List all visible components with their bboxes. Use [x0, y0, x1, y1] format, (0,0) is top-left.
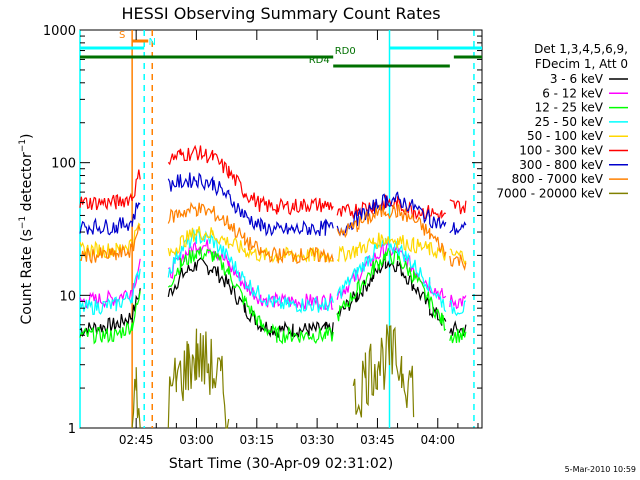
- legend-label-6: 100 - 300 keV: [519, 144, 603, 158]
- series-8-trace-4: [449, 254, 467, 272]
- x-axis-ticks: 02:45 03:00 03:15 03:30 03:45 04:00: [119, 30, 479, 447]
- series-4-trace-3: [336, 237, 447, 313]
- chart-title: HESSI Observing Summary Count Rates: [121, 4, 440, 23]
- series-9-trace-1: [131, 367, 141, 429]
- y-label-part-e: ): [19, 134, 35, 139]
- series-9-trace-3: [352, 324, 415, 418]
- legend-label-8: 800 - 7000 keV: [512, 172, 604, 186]
- x-axis-label: Start Time (30-Apr-09 02:31:02): [169, 456, 393, 472]
- series-4-trace-2: [167, 228, 334, 314]
- legend-label-9: 7000 - 20000 keV: [496, 186, 603, 200]
- series-5-trace-4: [449, 248, 467, 265]
- series-3-trace-4: [449, 327, 467, 344]
- legend-label-4: 25 - 50 keV: [535, 115, 604, 129]
- flag-label-rd0: RD0: [335, 46, 356, 57]
- y-axis-label: Count Rate (s−1 detector−1): [18, 134, 35, 325]
- legend-header-2: FDecim 1, Att 0: [535, 57, 628, 71]
- x-tick-label-5: 03:45: [360, 433, 395, 447]
- series-6-trace-4: [449, 199, 467, 215]
- y-label-part-c: detector: [19, 152, 35, 216]
- y-tick-label-1: 1: [68, 422, 76, 437]
- series-8: [79, 201, 467, 272]
- flag-label-s: S: [119, 30, 125, 41]
- y-label-exp-1: −1: [18, 216, 28, 229]
- series-7-trace-1: [79, 202, 141, 236]
- legend-label-5: 50 - 100 keV: [527, 129, 604, 143]
- y-label-exp-2: −1: [18, 139, 28, 152]
- x-tick-label-2: 03:00: [179, 433, 214, 447]
- y-tick-label-4: 1000: [43, 24, 76, 39]
- series-4-trace-1: [79, 268, 141, 316]
- flag-label-n: N: [148, 37, 155, 48]
- event-markers: [79, 30, 475, 428]
- x-tick-label-1: 02:45: [119, 433, 154, 447]
- x-tick-label-4: 03:30: [300, 433, 335, 447]
- series-6-trace-1: [79, 169, 141, 211]
- series-3: [79, 246, 467, 345]
- series-3-trace-3: [336, 247, 447, 332]
- series-1-trace-2: [167, 257, 334, 338]
- legend-label-7: 300 - 800 keV: [519, 158, 603, 172]
- flag-label-rd4: RD4: [309, 55, 330, 66]
- series-1-trace-3: [336, 254, 447, 326]
- legend-label-1: 3 - 6 keV: [550, 72, 604, 86]
- flag-bars: S N RD0 RD4: [80, 30, 482, 68]
- series-8-trace-1: [79, 225, 141, 264]
- series-3-trace-2: [167, 246, 334, 345]
- series-5-trace-3: [336, 232, 447, 263]
- series-2-trace-1: [79, 258, 141, 309]
- y-tick-label-3: 100: [51, 157, 76, 172]
- y-tick-label-2: 10: [59, 289, 76, 304]
- series-3-trace-1: [79, 291, 141, 345]
- series-6-trace-2: [167, 144, 334, 216]
- series-layer: [79, 144, 467, 429]
- legend-label-3: 12 - 25 keV: [535, 101, 604, 115]
- x-tick-label-3: 03:15: [240, 433, 275, 447]
- legend: Det 1,3,4,5,6,9, FDecim 1, Att 0 3 - 6 k…: [496, 42, 628, 200]
- series-7: [79, 172, 467, 237]
- series-4-trace-4: [449, 299, 467, 317]
- series-9: [131, 324, 415, 429]
- footer-timestamp: 5-Mar-2010 10:59: [565, 465, 636, 474]
- series-2-trace-4: [449, 294, 467, 310]
- series-7-trace-4: [449, 221, 467, 235]
- series-8-trace-3: [336, 202, 447, 258]
- series-7-trace-3: [336, 191, 447, 236]
- x-tick-label-6: 04:00: [420, 433, 455, 447]
- y-axis-ticks: 1 10 100 1000: [43, 24, 482, 437]
- series-9-trace-2: [167, 328, 230, 429]
- y-label-part-a: Count Rate (s: [19, 229, 35, 324]
- series-4: [79, 228, 467, 317]
- series-8-trace-2: [167, 201, 334, 265]
- series-7-trace-2: [167, 172, 334, 237]
- series-5-trace-2: [167, 226, 334, 263]
- legend-label-2: 6 - 12 keV: [542, 86, 604, 100]
- legend-header-1: Det 1,3,4,5,6,9,: [534, 42, 628, 56]
